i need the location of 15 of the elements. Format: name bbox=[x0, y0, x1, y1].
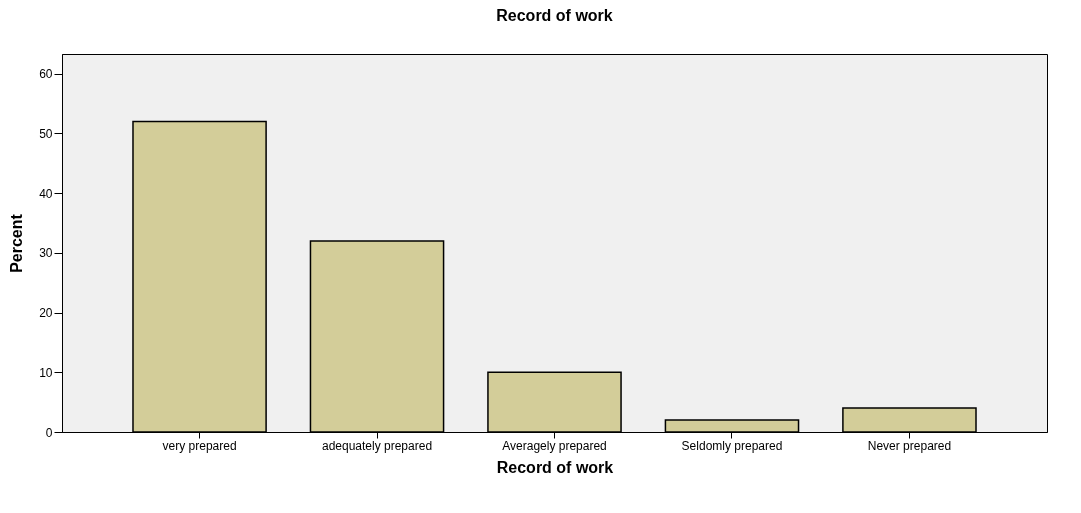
y-tick-label: 60 bbox=[39, 67, 53, 82]
y-tick-label: 0 bbox=[45, 425, 53, 440]
x-tick-label: very prepared bbox=[162, 438, 237, 453]
x-tick-label: Seldomly prepared bbox=[681, 438, 783, 453]
y-tick-label: 30 bbox=[39, 246, 53, 261]
x-tick-label: adequately prepared bbox=[321, 438, 433, 453]
y-axis-title: Percent bbox=[8, 213, 26, 273]
x-tick-label: Averagely prepared bbox=[502, 438, 607, 453]
y-tick-label: 40 bbox=[39, 186, 53, 201]
y-tick-label: 50 bbox=[39, 126, 53, 141]
y-tick-label: 20 bbox=[39, 306, 53, 321]
chart-title: Record of work bbox=[496, 7, 613, 24]
x-tick-label: Never prepared bbox=[867, 438, 952, 453]
x-axis-title: Record of work bbox=[496, 458, 614, 476]
y-tick-label: 10 bbox=[39, 365, 53, 380]
